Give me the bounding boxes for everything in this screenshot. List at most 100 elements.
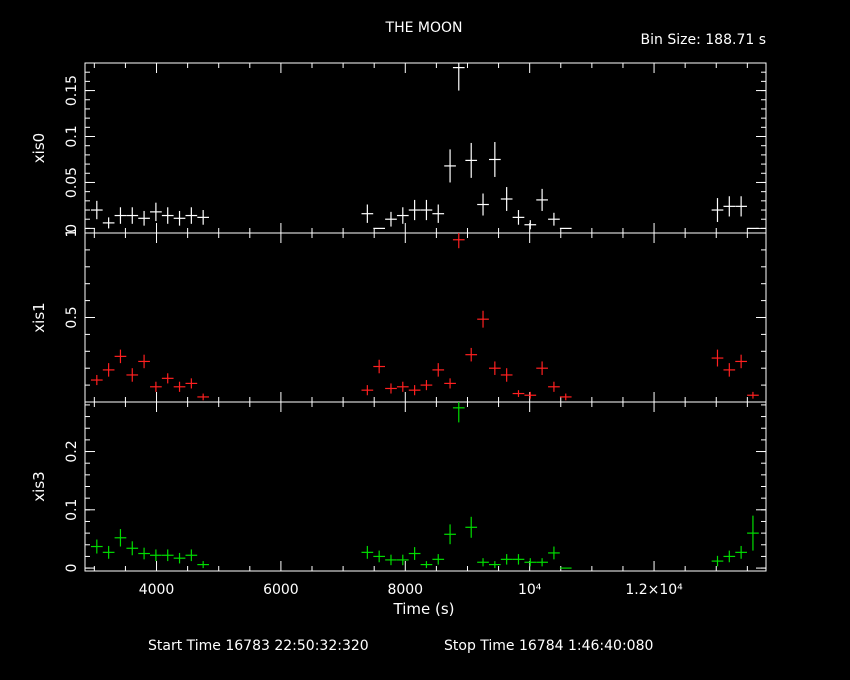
data-point xyxy=(711,555,724,567)
y-tick-label: 0.5 xyxy=(64,306,80,328)
data-point xyxy=(735,196,747,217)
data-point xyxy=(197,210,210,225)
data-point xyxy=(385,554,397,566)
data-point xyxy=(444,378,456,389)
data-point xyxy=(396,381,409,392)
data-point xyxy=(711,198,724,222)
data-point xyxy=(477,310,489,328)
data-point xyxy=(396,207,409,224)
data-point xyxy=(512,554,525,565)
bin-size-label: Bin Size: 188.71 s xyxy=(641,32,766,48)
data-point xyxy=(420,380,433,391)
y-tick-label: 0 xyxy=(64,564,80,573)
data-point xyxy=(90,374,103,386)
data-point xyxy=(361,545,374,559)
data-point xyxy=(126,368,139,382)
data-point xyxy=(114,207,127,224)
panel-frame xyxy=(84,232,767,403)
x-tick-label: 1.2×10⁴ xyxy=(625,582,683,598)
data-point xyxy=(114,349,127,364)
data-point xyxy=(197,393,210,401)
data-point xyxy=(173,552,186,564)
data-point xyxy=(465,142,478,178)
data-point xyxy=(373,359,386,374)
data-point xyxy=(536,188,548,211)
data-point xyxy=(114,529,127,547)
data-point xyxy=(747,515,759,551)
data-point xyxy=(735,545,747,559)
data-point xyxy=(432,204,445,223)
data-point xyxy=(524,558,537,567)
y-tick-label: 1 xyxy=(64,229,80,238)
data-point xyxy=(477,193,489,216)
data-point xyxy=(102,217,115,229)
x-tick-label: 4000 xyxy=(139,582,175,598)
data-point xyxy=(173,210,186,226)
data-point xyxy=(452,233,465,249)
data-point xyxy=(385,383,397,394)
chart-title: THE MOON xyxy=(385,20,463,36)
data-point xyxy=(420,561,433,569)
x-tick-label: 10⁴ xyxy=(518,582,542,598)
data-point xyxy=(747,391,759,399)
data-point xyxy=(396,554,409,566)
data-point xyxy=(138,210,150,226)
panel-xis1: 0.5 1 xis1 xyxy=(30,229,767,403)
data-point xyxy=(512,390,525,397)
y-axis-label: xis3 xyxy=(30,471,48,501)
data-point xyxy=(536,361,548,375)
data-point xyxy=(185,378,198,389)
data-point xyxy=(723,550,736,563)
data-point xyxy=(373,550,386,563)
data-point xyxy=(408,385,421,396)
data-point xyxy=(90,200,103,220)
y-tick-label: 0.2 xyxy=(64,440,80,462)
data-point xyxy=(500,554,513,565)
y-tick-label: 0 xyxy=(64,224,80,233)
data-point xyxy=(150,202,162,222)
x-tick-label: 6000 xyxy=(263,582,299,598)
stop-time-label: Stop Time 16784 1:46:40:080 xyxy=(444,638,653,654)
panel-frame xyxy=(84,401,767,572)
data-point xyxy=(444,524,456,545)
y-tick-label: 0.15 xyxy=(64,75,80,106)
data-point xyxy=(173,381,186,392)
data-point xyxy=(408,199,421,221)
start-time-label: Start Time 16783 22:50:32:320 xyxy=(148,638,369,654)
data-point xyxy=(444,149,456,183)
data-point xyxy=(559,393,572,401)
data-point xyxy=(723,363,736,377)
y-axis-label: xis1 xyxy=(30,302,48,332)
data-point xyxy=(500,368,513,382)
data-point xyxy=(432,363,445,377)
data-point xyxy=(524,391,537,399)
data-point xyxy=(488,361,501,375)
data-point xyxy=(102,363,115,377)
data-point xyxy=(735,354,747,369)
x-tick-label: 8000 xyxy=(387,582,423,598)
data-point xyxy=(711,349,724,367)
data-point xyxy=(420,199,433,221)
data-point xyxy=(138,547,150,560)
data-point xyxy=(185,549,198,562)
data-point xyxy=(548,381,560,392)
data-point xyxy=(138,354,150,369)
data-point xyxy=(161,549,174,562)
data-point xyxy=(548,546,560,560)
data-point xyxy=(90,539,103,554)
data-point xyxy=(408,547,421,560)
data-point xyxy=(361,204,374,223)
data-point xyxy=(161,207,174,224)
data-point xyxy=(452,63,465,91)
data-point xyxy=(126,207,139,224)
data-point xyxy=(524,220,537,230)
data-point xyxy=(465,516,478,538)
y-tick-label: 0.05 xyxy=(64,167,80,198)
x-axis-label: Time (s) xyxy=(393,600,455,618)
data-point xyxy=(432,554,445,565)
data-point xyxy=(723,196,736,217)
data-point xyxy=(161,373,174,384)
panel-xis0: 0 0.05 0.1 0.15 xis0 xyxy=(30,62,767,234)
data-point xyxy=(488,142,501,177)
